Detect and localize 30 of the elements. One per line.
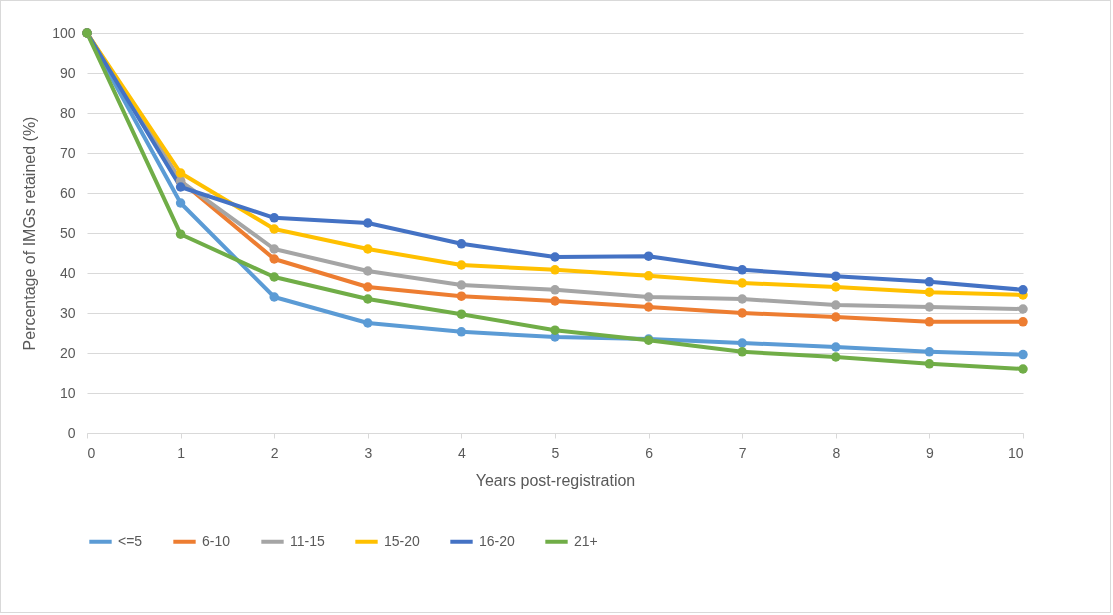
legend-label: <=5 (118, 532, 143, 549)
y-tick-label: 40 (59, 264, 76, 281)
y-axis-title: Percentage of IMGs retained (%) (21, 116, 39, 351)
legend-label: 11-15 (290, 532, 325, 549)
y-tick-label: 50 (59, 224, 76, 241)
x-tick-label: 2 (270, 444, 279, 461)
y-tick-label: 20 (59, 344, 76, 361)
x-tick-label: 8 (832, 444, 841, 461)
legend-label: 16-20 (479, 532, 516, 549)
x-tick-label: 10 (1007, 444, 1024, 461)
x-tick-label: 4 (458, 444, 466, 461)
y-tick-label: 60 (59, 184, 76, 201)
x-tick-label: 6 (645, 444, 654, 461)
y-tick-label: 0 (67, 424, 76, 441)
y-tick-label: 80 (59, 104, 76, 121)
x-tick-label: 1 (177, 444, 186, 461)
y-tick-label: 10 (59, 384, 76, 401)
x-axis-title: Years post-registration (475, 471, 636, 489)
legend-label: 21+ (574, 532, 598, 549)
y-tick-label: 70 (59, 144, 76, 161)
y-tick-label: 30 (59, 304, 76, 321)
x-tick-label: 3 (364, 444, 373, 461)
y-tick-label: 90 (59, 64, 76, 81)
x-tick-label: 9 (926, 444, 934, 461)
y-tick-label: 100 (52, 24, 76, 41)
x-tick-label: 5 (551, 444, 560, 461)
x-tick-label: 7 (738, 444, 747, 461)
legend-label: 6-10 (202, 532, 231, 549)
x-tick-label: 0 (87, 444, 96, 461)
legend-label: 15-20 (384, 532, 421, 549)
